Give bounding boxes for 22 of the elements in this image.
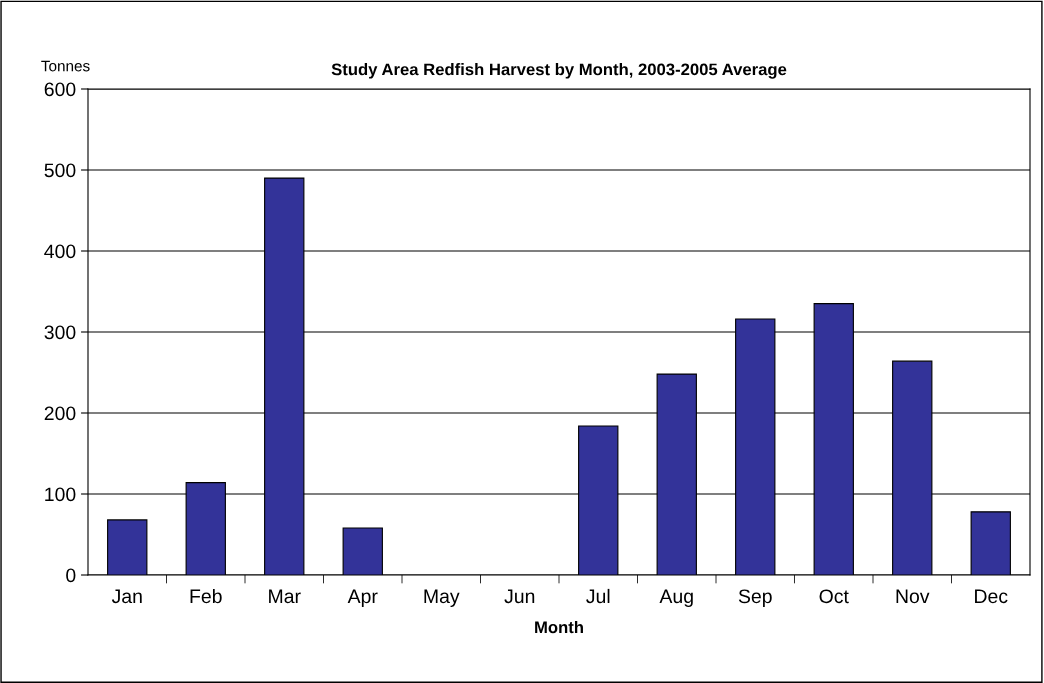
x-tick-label: Aug — [659, 589, 693, 608]
y-tick-label: 200 — [44, 406, 76, 421]
x-axis-title: Month — [535, 620, 583, 634]
x-tick-label: Jun — [504, 589, 535, 604]
y-tick-label: 0 — [66, 568, 76, 583]
y-tick-label: 300 — [44, 325, 76, 340]
x-tick-label: Sep — [738, 589, 772, 608]
y-tick-label: 400 — [44, 244, 76, 259]
x-tick-label: Dec — [975, 589, 1008, 604]
x-tick-label: Mar — [269, 589, 301, 604]
x-tick-label: Apr — [347, 589, 378, 608]
y-tick-label: 600 — [44, 82, 76, 97]
chart-title: Study Area Redfish Harvest by Month, 2003-2005 Average — [331, 63, 787, 79]
y-tick-label: 500 — [44, 163, 76, 178]
y-axis-title: Tonnes — [41, 60, 90, 72]
x-tick-label: Feb — [190, 588, 222, 604]
x-tick-label: May — [424, 589, 460, 608]
x-tick-label: Jan — [111, 589, 142, 604]
x-tick-label: Oct — [819, 589, 849, 604]
x-tick-label: Jul — [586, 588, 610, 604]
y-tick-label: 100 — [45, 487, 76, 502]
x-tick-label: Nov — [896, 589, 930, 604]
